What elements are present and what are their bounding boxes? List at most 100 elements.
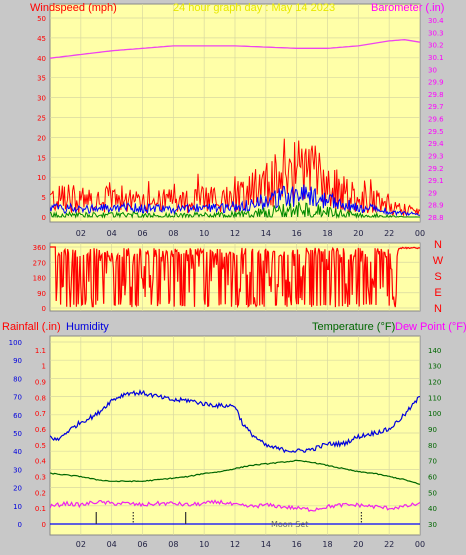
wind-ytick-30: 30	[37, 95, 46, 103]
temp-xtick-14: 14	[261, 540, 271, 549]
baro-ytick-30.4: 30.4	[428, 17, 444, 25]
rain-ytick-1: 1	[42, 363, 46, 371]
baro-ytick-30.1: 30.1	[428, 54, 444, 62]
temp-xtick-12: 12	[230, 540, 240, 549]
wind-xtick-22: 22	[384, 229, 394, 238]
temp-xtick-08: 08	[168, 540, 178, 549]
wind-xtick-06: 06	[137, 229, 147, 238]
windspeed-series	[50, 138, 420, 217]
wind-ytick-25: 25	[37, 115, 46, 123]
rain-ytick-1.1: 1.1	[35, 347, 46, 355]
wind-low-series	[50, 201, 420, 219]
wind-ytick-40: 40	[37, 55, 46, 63]
baro-ytick-29.4: 29.4	[428, 140, 444, 148]
dir-ytick-0: 0	[42, 305, 46, 313]
wind-ytick-10: 10	[37, 174, 46, 182]
temp-xtick-06: 06	[137, 540, 147, 549]
temp-ytick-140: 140	[428, 347, 441, 355]
barometer-series	[50, 39, 420, 59]
temp-xtick-20: 20	[353, 540, 363, 549]
rain-ytick-0.6: 0.6	[35, 426, 47, 434]
wind-average-series	[50, 184, 420, 217]
barometer-axis-title: Barometer (.in)	[371, 2, 444, 14]
temperature-series	[50, 459, 420, 485]
baro-ytick-29.3: 29.3	[428, 152, 444, 160]
temp-ytick-30: 30	[428, 521, 437, 529]
temp-ytick-50: 50	[428, 489, 437, 497]
compass-1: W	[433, 255, 444, 267]
baro-ytick-30: 30	[428, 66, 437, 74]
wind-ytick-0: 0	[42, 214, 46, 222]
rainfall-axis-title: Rainfall (.in)	[2, 321, 61, 333]
baro-ytick-28.9: 28.9	[428, 202, 444, 210]
rain-ytick-0.9: 0.9	[35, 379, 46, 387]
wind-xtick-20: 20	[353, 229, 363, 238]
windspeed-axis-title: Windspeed (mph)	[30, 2, 117, 14]
humidity-ytick-50: 50	[13, 430, 22, 438]
humidity-ytick-20: 20	[13, 485, 22, 493]
temperature-axis-title: Temperature (°F)	[312, 321, 395, 333]
temp-ytick-100: 100	[428, 410, 441, 418]
dir-ytick-270: 270	[33, 259, 46, 267]
baro-ytick-28.8: 28.8	[428, 214, 444, 222]
humidity-ytick-80: 80	[13, 375, 22, 383]
wind-xtick-00: 00	[415, 229, 425, 238]
humidity-axis-title: Humidity	[66, 321, 109, 333]
temp-xtick-18: 18	[322, 540, 332, 549]
baro-ytick-29.8: 29.8	[428, 91, 444, 99]
wind-ytick-35: 35	[37, 75, 46, 83]
graph-title: 24 hour graph day : May 14 2023	[173, 2, 335, 14]
rain-ytick-0.8: 0.8	[35, 394, 46, 402]
baro-ytick-29.2: 29.2	[428, 165, 444, 173]
temp-xtick-10: 10	[199, 540, 209, 549]
humidity-ytick-90: 90	[13, 357, 22, 365]
baro-ytick-30.3: 30.3	[428, 29, 444, 37]
wind-ytick-15: 15	[37, 154, 46, 162]
dir-ytick-180: 180	[33, 275, 46, 283]
wind-xtick-04: 04	[107, 229, 117, 238]
rain-ytick-0.1: 0.1	[35, 505, 46, 513]
dir-ytick-360: 360	[33, 244, 46, 252]
humidity-ytick-100: 100	[9, 339, 22, 347]
humidity-ytick-30: 30	[13, 466, 22, 474]
temp-ytick-110: 110	[428, 394, 441, 402]
humidity-ytick-70: 70	[13, 394, 22, 402]
baro-ytick-29.7: 29.7	[428, 103, 444, 111]
wind-ytick-50: 50	[37, 15, 46, 23]
temp-ytick-40: 40	[428, 505, 437, 513]
temp-xtick-00: 00	[415, 540, 425, 549]
temp-xtick-16: 16	[292, 540, 302, 549]
temp-ytick-70: 70	[428, 458, 437, 466]
temp-xtick-04: 04	[107, 540, 117, 549]
dir-ytick-90: 90	[37, 290, 46, 298]
compass-3: E	[434, 287, 441, 299]
temp-xtick-22: 22	[384, 540, 394, 549]
baro-ytick-29.6: 29.6	[428, 116, 444, 124]
wind-xtick-08: 08	[168, 229, 178, 238]
baro-ytick-29.9: 29.9	[428, 79, 444, 87]
wind-xtick-12: 12	[230, 229, 240, 238]
temp-ytick-60: 60	[428, 474, 437, 482]
wind-xtick-16: 16	[292, 229, 302, 238]
dewpoint-axis-title: Dew Point (°F)	[395, 321, 466, 333]
moon-set-label: Moon Set	[271, 520, 308, 529]
humidity-ytick-0: 0	[18, 521, 22, 529]
rain-ytick-0.3: 0.3	[35, 474, 46, 482]
rain-ytick-0.2: 0.2	[35, 489, 46, 497]
dewpoint-series	[50, 499, 420, 513]
wind-xtick-10: 10	[199, 229, 209, 238]
humidity-ytick-10: 10	[13, 503, 22, 511]
temp-ytick-120: 120	[428, 379, 441, 387]
humidity-ytick-40: 40	[13, 448, 22, 456]
temp-xtick-02: 02	[76, 540, 86, 549]
humidity-ytick-60: 60	[13, 412, 22, 420]
rain-ytick-0.7: 0.7	[35, 410, 46, 418]
wind-ytick-20: 20	[37, 134, 46, 142]
compass-4: N	[434, 303, 442, 315]
baro-ytick-29.5: 29.5	[428, 128, 444, 136]
humidity-series	[50, 388, 420, 454]
baro-ytick-29.1: 29.1	[428, 177, 444, 185]
rain-ytick-0.5: 0.5	[35, 442, 46, 450]
